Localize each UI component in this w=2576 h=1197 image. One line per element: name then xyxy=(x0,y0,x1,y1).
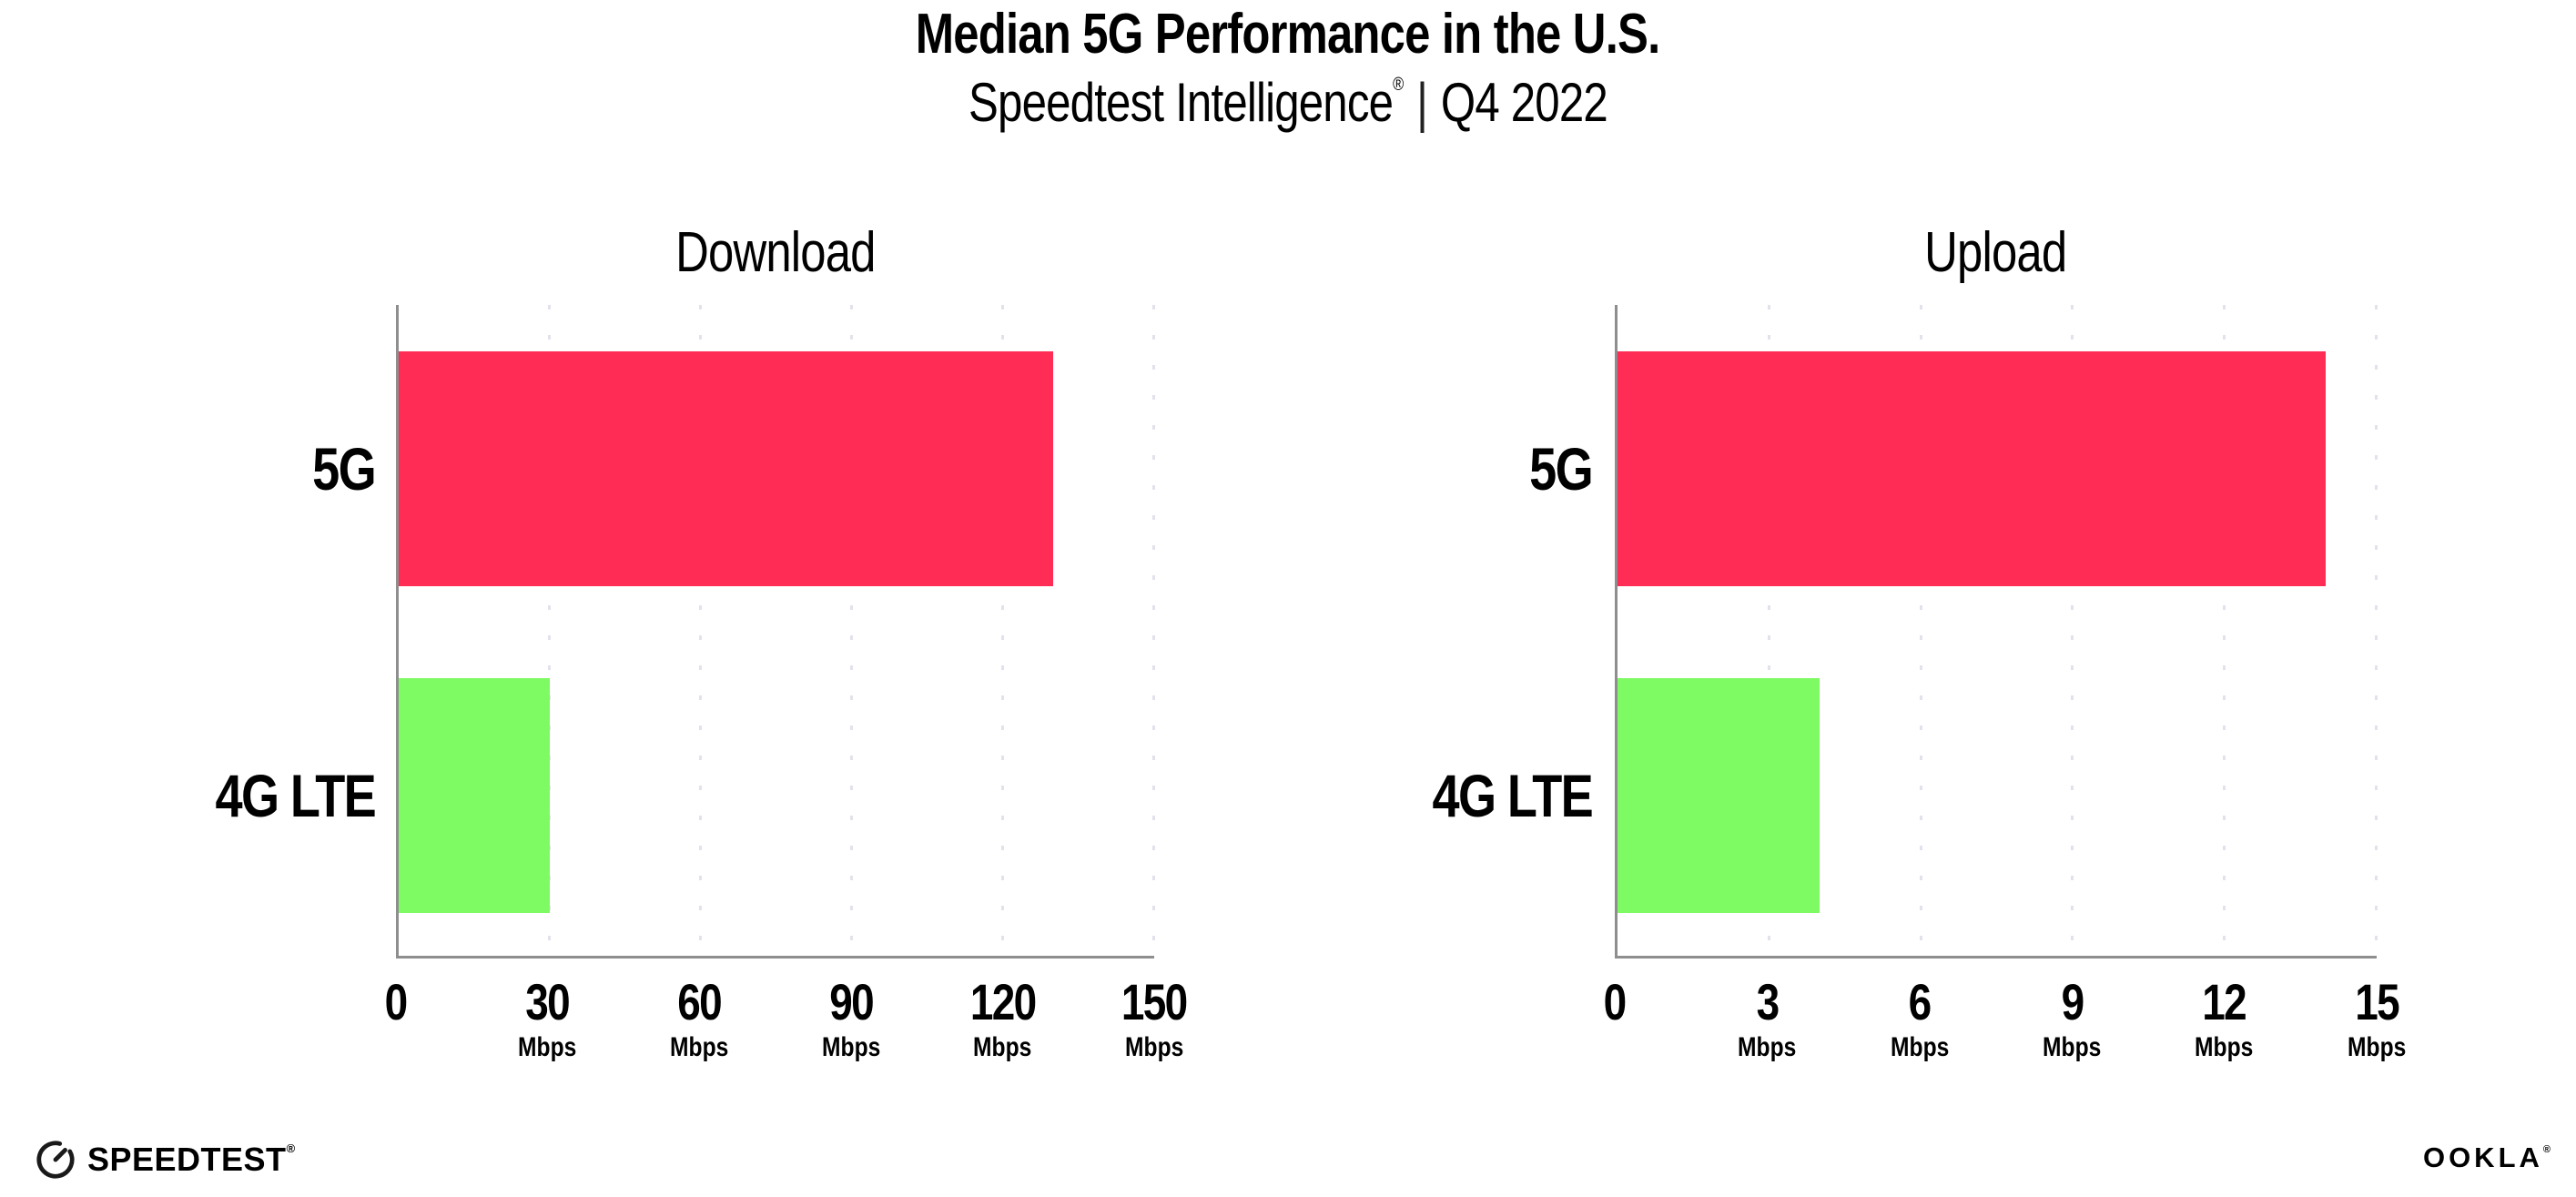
download-bar-5g xyxy=(399,350,1054,586)
subtitle-brand: Speedtest Intelligence xyxy=(969,72,1394,133)
download-plot-area xyxy=(396,305,1155,959)
speedtest-registered-mark: ® xyxy=(286,1141,296,1155)
xtick-value: 60 xyxy=(677,973,722,1030)
ookla-registered-mark: ® xyxy=(2542,1144,2551,1155)
xtick-value: 6 xyxy=(1908,973,1932,1030)
upload-xtick-12: 12 Mbps xyxy=(2143,976,2307,1063)
xtick-value: 90 xyxy=(828,973,874,1030)
upload-bar-5g xyxy=(1618,350,2327,586)
upload-plot-area xyxy=(1615,305,2378,959)
download-xtick-150: 150 Mbps xyxy=(1072,976,1236,1063)
speedtest-logo: SPEEDTEST® xyxy=(35,1136,296,1183)
gridline-12-mbps xyxy=(2223,305,2226,956)
download-xtick-90: 90 Mbps xyxy=(769,976,933,1063)
gridline-30-mbps xyxy=(548,305,551,956)
subtitle-period: Q4 2022 xyxy=(1440,72,1608,133)
download-category-labels: 5G 4G LTE xyxy=(82,305,377,959)
gridline-9-mbps xyxy=(2071,305,2074,956)
xtick-unit-label: Mbps xyxy=(1890,1032,1949,1062)
upload-bar-4g-lte xyxy=(1618,677,1820,913)
download-xtick-60: 60 Mbps xyxy=(617,976,781,1063)
xtick-value: 12 xyxy=(2202,973,2247,1030)
upload-xtick-0: 0 xyxy=(1533,976,1697,1029)
gridline-60-mbps xyxy=(699,305,702,956)
xtick-value: 3 xyxy=(1756,973,1780,1030)
xtick-value: 15 xyxy=(2355,973,2399,1030)
download-xtick-0: 0 xyxy=(314,976,478,1029)
upload-chart-title: Upload xyxy=(1924,221,2067,284)
xtick-unit-label: Mbps xyxy=(2195,1032,2254,1062)
upload-category-label-4g-lte: 4G LTE xyxy=(1432,761,1593,829)
xtick-unit-label: Mbps xyxy=(518,1032,577,1062)
gridline-90-mbps xyxy=(850,305,853,956)
upload-x-axis-ticks: 0 3 Mbps 6 Mbps 9 Mbps 12 Mbps 15 Mbps xyxy=(1604,976,2406,1103)
xtick-value: 9 xyxy=(2061,973,2084,1030)
gridline-6-mbps xyxy=(1919,305,1922,956)
gridline-120-mbps xyxy=(1001,305,1004,956)
xtick-unit-label: Mbps xyxy=(1124,1032,1184,1062)
xtick-unit-label: Mbps xyxy=(2043,1032,2102,1062)
upload-xtick-3: 3 Mbps xyxy=(1685,976,1849,1063)
upload-xtick-9: 9 Mbps xyxy=(1990,976,2154,1063)
xtick-unit-label: Mbps xyxy=(670,1032,729,1062)
gridline-3-mbps xyxy=(1767,305,1770,956)
download-category-label-5g: 5G xyxy=(312,434,377,502)
speedtest-gauge-icon xyxy=(36,1141,75,1179)
page-subtitle-text: Speedtest Intelligence® | Q4 2022 xyxy=(969,71,1608,134)
speedtest-wordmark: SPEEDTEST® xyxy=(87,1141,296,1178)
page-title: Median 5G Performance in the U.S. xyxy=(0,2,2576,66)
xtick-value: 150 xyxy=(1121,973,1188,1030)
gridline-15-mbps xyxy=(2375,305,2378,956)
xtick-unit-label: Mbps xyxy=(973,1032,1032,1062)
page-subtitle: Speedtest Intelligence® | Q4 2022 xyxy=(0,71,2576,134)
ookla-logo: OOKLA® xyxy=(2423,1141,2551,1174)
page-title-text: Median 5G Performance in the U.S. xyxy=(916,3,1660,66)
xtick-value: 120 xyxy=(969,973,1037,1030)
gridline-150-mbps xyxy=(1152,305,1155,956)
download-category-label-4g-lte: 4G LTE xyxy=(215,761,376,829)
xtick-value: 30 xyxy=(525,973,571,1030)
xtick-value: 0 xyxy=(385,973,409,1030)
xtick-unit-label: Mbps xyxy=(821,1032,880,1062)
download-x-axis-ticks: 0 30 Mbps 60 Mbps 90 Mbps 120 Mbps 150 Mbps xyxy=(385,976,1188,1103)
download-xtick-120: 120 Mbps xyxy=(920,976,1084,1063)
ookla-wordmark: OOKLA xyxy=(2422,1141,2543,1173)
upload-xtick-15: 15 Mbps xyxy=(2295,976,2459,1063)
xtick-value: 0 xyxy=(1604,973,1628,1030)
download-bar-4g-lte xyxy=(399,677,550,913)
registered-trademark-symbol: ® xyxy=(1393,75,1404,95)
subtitle-separator: | xyxy=(1416,72,1428,133)
xtick-unit-label: Mbps xyxy=(1738,1032,1797,1062)
upload-xtick-6: 6 Mbps xyxy=(1838,976,2002,1063)
download-chart-title: Download xyxy=(674,221,876,284)
upload-category-labels: 5G 4G LTE xyxy=(1299,305,1594,959)
download-xtick-30: 30 Mbps xyxy=(466,976,630,1063)
upload-category-label-5g: 5G xyxy=(1529,434,1594,502)
xtick-unit-label: Mbps xyxy=(2347,1032,2407,1062)
